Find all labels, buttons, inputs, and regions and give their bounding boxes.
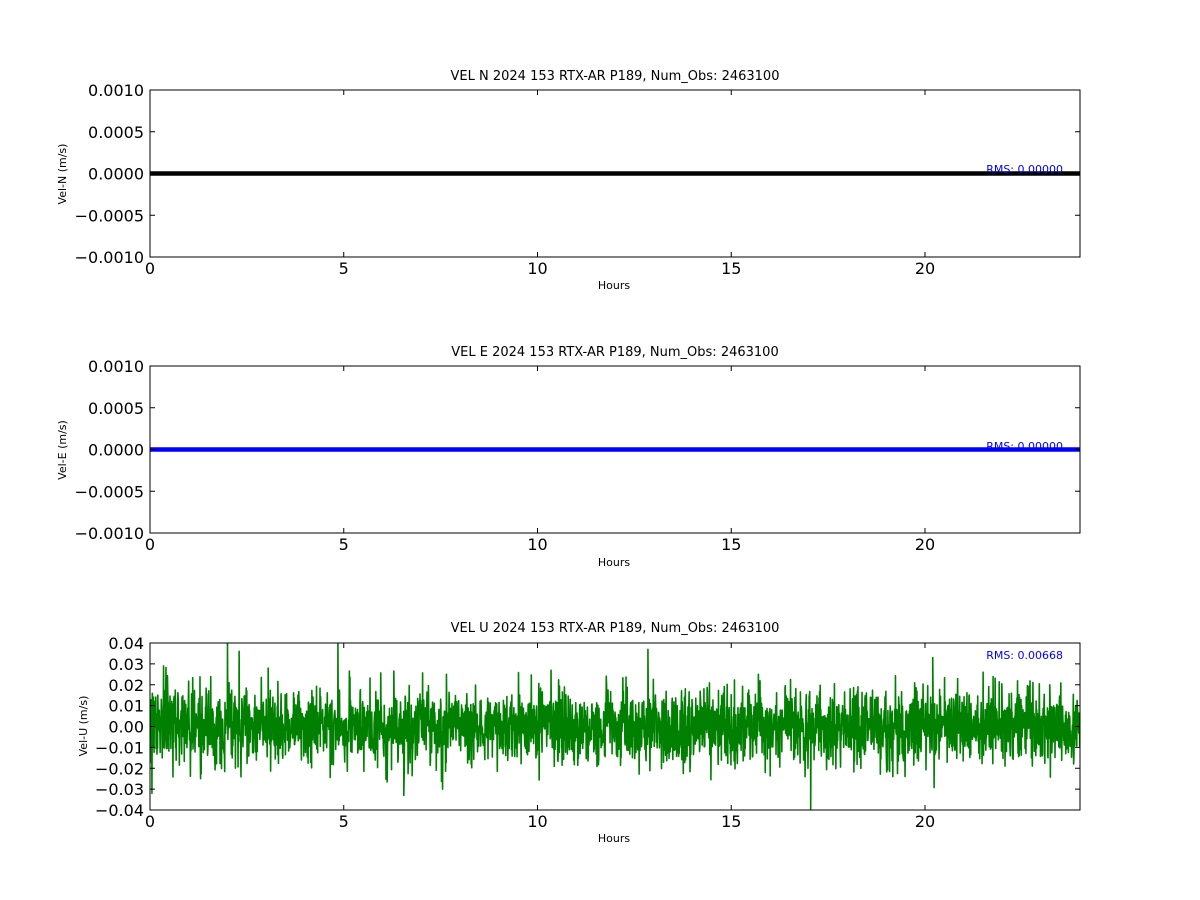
vel-u-ytick-label: −0.04 (95, 801, 144, 820)
vel-u-ytick-label: 0.03 (108, 655, 144, 674)
vel-n-xtick-label: 20 (915, 259, 935, 278)
subplot-vel-e-rms-label: RMS: 0.00000 (986, 440, 1063, 453)
vel-n-xtick-label: 15 (721, 259, 741, 278)
subplot-vel-e-axes: 0 5 10 15 20 −0.0010 −0.0005 0.0000 0.0005 0.0010 (75, 357, 1081, 554)
subplot-vel-n: VEL N 2024 153 RTX-AR P189, Num_Obs: 246… (56, 69, 1081, 292)
vel-u-series-line-0 (150, 643, 1080, 810)
vel-e-ytick-label: 0.0010 (88, 357, 144, 376)
vel-u-ytick-label: 0.00 (108, 718, 144, 737)
subplot-vel-u: VEL U 2024 153 RTX-AR P189, Num_Obs: 246… (77, 621, 1081, 845)
vel-u-xtick-label: 5 (339, 812, 349, 831)
subplot-vel-n-ylabel: Vel-N (m/s) (56, 144, 69, 205)
vel-u-ytick-label: −0.01 (95, 738, 144, 757)
subplot-vel-n-title: VEL N 2024 153 RTX-AR P189, Num_Obs: 246… (451, 69, 780, 84)
vel-e-ytick-label: −0.0010 (75, 524, 144, 543)
subplot-vel-n-axes: 0 5 10 15 20 −0.0010 −0.0005 0.0000 0.0005 0.0010 (75, 81, 1081, 278)
vel-u-xtick-label: 0 (145, 812, 155, 831)
vel-n-ytick-label: 0.0000 (88, 165, 144, 184)
subplot-vel-e-xlabel: Hours (598, 556, 630, 569)
vel-u-ytick-label: 0.02 (108, 676, 144, 695)
vel-e-ytick-label: 0.0000 (88, 441, 144, 460)
vel-n-xtick-label: 5 (339, 259, 349, 278)
vel-u-series-group (150, 643, 1080, 810)
vel-n-ytick-label: 0.0005 (88, 123, 144, 142)
subplot-vel-n-rms-label: RMS: 0.00000 (986, 163, 1063, 176)
subplot-vel-u-rms-label: RMS: 0.00668 (986, 649, 1063, 662)
vel-n-xtick-label: 10 (527, 259, 547, 278)
vel-u-ytick-label: 0.04 (108, 634, 144, 653)
subplot-vel-n-xlabel: Hours (598, 279, 630, 292)
subplot-vel-e-ylabel: Vel-E (m/s) (56, 420, 69, 480)
vel-n-ytick-label: 0.0010 (88, 81, 144, 100)
subplot-vel-u-ylabel: Vel-U (m/s) (77, 696, 90, 757)
subplot-vel-u-title: VEL U 2024 153 RTX-AR P189, Num_Obs: 246… (451, 621, 780, 636)
vel-e-xtick-label: 15 (721, 535, 741, 554)
vel-u-ytick-label: −0.02 (95, 759, 144, 778)
vel-n-xtick-label: 0 (145, 259, 155, 278)
vel-n-ytick-label: −0.0005 (75, 206, 144, 225)
subplot-vel-e-title: VEL E 2024 153 RTX-AR P189, Num_Obs: 246… (451, 345, 778, 360)
vel-e-ytick-label: 0.0005 (88, 399, 144, 418)
vel-e-ytick-label: −0.0005 (75, 482, 144, 501)
vel-e-xtick-label: 5 (339, 535, 349, 554)
subplot-vel-u-axes: 0 5 10 15 20 −0.04 −0.03 −0.02 −0.010.00 0.01 0.02… (95, 634, 1081, 831)
vel-u-xtick-label: 15 (721, 812, 741, 831)
vel-u-ytick-label: −0.03 (95, 780, 144, 799)
vel-n-ytick-label: −0.0010 (75, 248, 144, 267)
subplot-vel-e: VEL E 2024 153 RTX-AR P189, Num_Obs: 246… (56, 345, 1081, 569)
subplot-vel-u-xlabel: Hours (598, 832, 630, 845)
vel-e-xtick-label: 20 (915, 535, 935, 554)
vel-u-ytick-label: 0.01 (108, 697, 144, 716)
vel-u-xtick-label: 10 (527, 812, 547, 831)
vel-u-xtick-label: 20 (915, 812, 935, 831)
vel-e-xtick-label: 0 (145, 535, 155, 554)
vel-e-xtick-label: 10 (527, 535, 547, 554)
